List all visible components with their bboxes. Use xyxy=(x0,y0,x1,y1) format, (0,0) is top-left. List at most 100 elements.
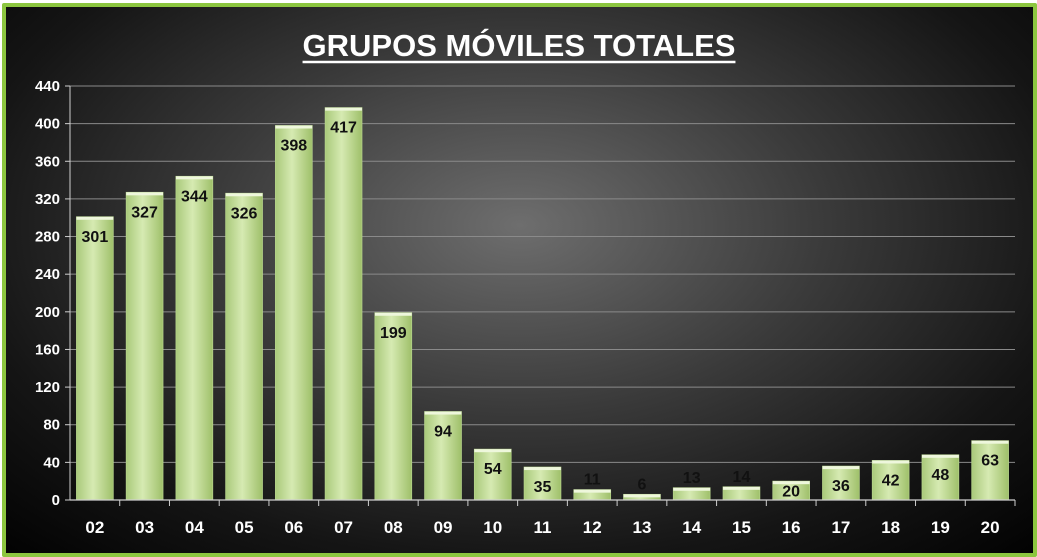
bar-top-highlight xyxy=(225,193,263,197)
bar-top-highlight xyxy=(325,107,362,111)
x-tick-label: 11 xyxy=(534,518,552,537)
bar-top-highlight xyxy=(772,481,810,485)
bar-body xyxy=(275,125,313,501)
y-tick-label: 0 xyxy=(52,492,60,509)
x-tick-label: 19 xyxy=(931,518,950,537)
bar-body xyxy=(374,312,413,501)
y-tick-label: 40 xyxy=(43,454,60,471)
chart-title: GRUPOS MÓVILES TOTALES xyxy=(303,27,736,63)
bar xyxy=(672,487,711,501)
bar-body xyxy=(473,448,512,501)
x-tick-label: 02 xyxy=(85,518,104,537)
data-label: 11 xyxy=(584,472,601,489)
bar-top-highlight xyxy=(573,489,611,493)
y-tick-label: 200 xyxy=(35,304,60,321)
bar-top-highlight xyxy=(673,487,711,491)
bar-top-highlight xyxy=(921,454,959,458)
bar-top-highlight xyxy=(374,312,412,316)
y-tick-label: 240 xyxy=(35,266,60,283)
x-tick-label: 07 xyxy=(334,518,353,537)
data-label: 48 xyxy=(931,467,949,484)
x-tick-label: 16 xyxy=(782,518,801,537)
bar xyxy=(424,411,462,501)
bar xyxy=(971,440,1009,501)
bar xyxy=(125,191,164,501)
bar xyxy=(822,465,860,501)
x-tick-label: 08 xyxy=(384,518,403,537)
bar-top-highlight xyxy=(524,467,561,471)
y-tick-label: 160 xyxy=(35,341,60,358)
bar-top-highlight xyxy=(275,125,313,129)
bar-top-highlight xyxy=(723,486,760,490)
x-tick-label: 10 xyxy=(483,518,502,537)
x-axis: 02 03 04 05 06 07 08 09 10 11 12 13 14 15 16 17 18 19 20 xyxy=(70,499,1016,537)
bar-body xyxy=(971,440,1009,501)
bar xyxy=(871,460,910,501)
x-tick-label: 18 xyxy=(881,518,900,537)
data-label: 398 xyxy=(280,138,307,155)
bar-top-highlight xyxy=(822,466,860,470)
bar-body xyxy=(125,191,164,501)
x-tick-label: 04 xyxy=(185,518,204,537)
data-label: 20 xyxy=(782,484,800,501)
bar-body xyxy=(324,107,363,501)
bar-body xyxy=(175,175,214,501)
x-tick-label: 03 xyxy=(135,518,154,537)
bar xyxy=(523,466,562,501)
bar xyxy=(324,107,363,501)
bar-body xyxy=(523,466,562,501)
data-label: 301 xyxy=(82,229,109,246)
data-label: 344 xyxy=(181,188,208,205)
data-label: 327 xyxy=(131,204,158,221)
data-label: 13 xyxy=(683,470,701,487)
bar xyxy=(175,175,214,501)
bar xyxy=(573,489,612,501)
x-tick-label: 05 xyxy=(235,518,254,537)
y-tick-label: 440 xyxy=(35,78,60,95)
bar-top-highlight xyxy=(424,411,462,415)
bar xyxy=(225,192,263,501)
bar-top-highlight xyxy=(474,449,512,453)
y-tick-label: 280 xyxy=(35,229,60,246)
y-tick-label: 400 xyxy=(35,116,60,133)
x-tick-label: 20 xyxy=(981,518,1000,537)
bar-body xyxy=(76,216,114,501)
data-label: 36 xyxy=(832,478,850,495)
y-tick-label: 80 xyxy=(43,417,60,434)
x-tick-label: 15 xyxy=(732,518,751,537)
bar-top-highlight xyxy=(872,460,910,464)
data-label: 14 xyxy=(733,469,751,486)
bar xyxy=(722,486,761,501)
data-label: 326 xyxy=(231,205,258,222)
y-tick-label: 320 xyxy=(35,191,60,208)
bar-body xyxy=(822,465,860,501)
x-tick-label: 14 xyxy=(682,518,701,537)
bar-top-highlight xyxy=(126,192,164,196)
bars xyxy=(76,107,1009,501)
bar-top-highlight xyxy=(175,176,213,180)
bar-body xyxy=(225,192,263,501)
data-label: 199 xyxy=(380,325,407,342)
data-label: 417 xyxy=(330,120,357,137)
data-label: 94 xyxy=(434,424,452,441)
bar-body xyxy=(921,454,960,501)
bar-top-highlight xyxy=(971,440,1009,444)
x-tick-label: 12 xyxy=(583,518,602,537)
y-tick-label: 360 xyxy=(35,153,60,170)
bar xyxy=(374,312,413,501)
bar xyxy=(473,448,512,501)
bar xyxy=(921,454,960,501)
x-tick-label: 17 xyxy=(831,518,850,537)
bar xyxy=(76,216,114,501)
data-label: 42 xyxy=(882,472,900,489)
data-label: 6 xyxy=(638,476,647,493)
y-axis: 0 40 80 120 160 200 240 280 320 360 400 440 xyxy=(35,78,71,509)
data-label: 63 xyxy=(981,453,999,470)
bar xyxy=(275,125,313,501)
data-label: 35 xyxy=(534,479,552,496)
data-label: 54 xyxy=(484,461,502,478)
x-tick-label: 13 xyxy=(633,518,652,537)
bar-top-highlight xyxy=(623,494,661,498)
bar-top-highlight xyxy=(76,216,114,220)
